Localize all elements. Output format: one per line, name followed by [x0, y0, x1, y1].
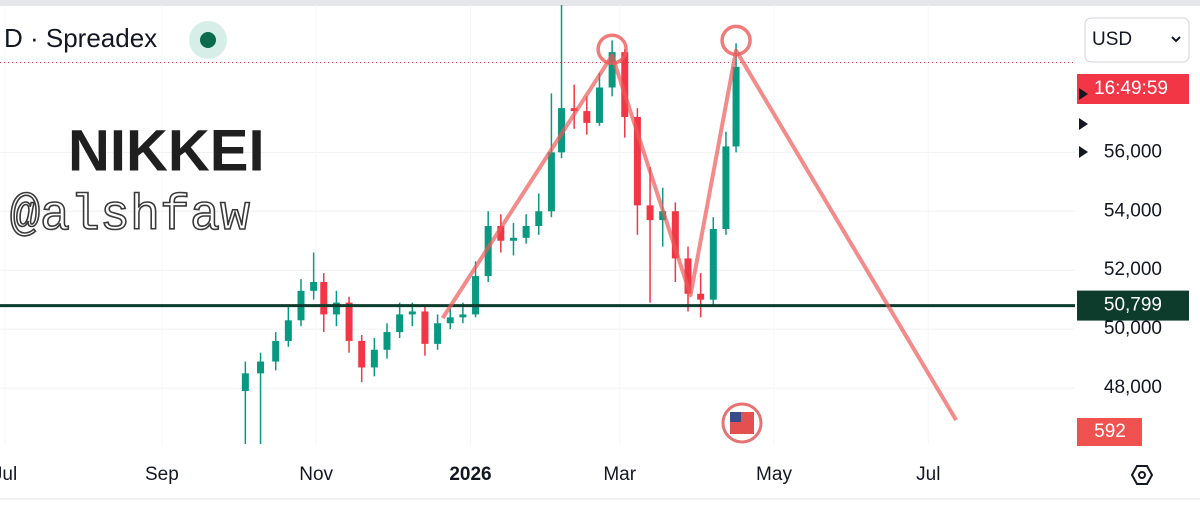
- currency-select[interactable]: [1084, 17, 1190, 63]
- candle-body: [535, 211, 543, 227]
- candle-body: [257, 361, 265, 374]
- candle-body: [446, 317, 454, 324]
- candle-body: [671, 211, 679, 259]
- highlight-circle: [596, 33, 628, 65]
- y-tick-label: 52,000: [1104, 259, 1162, 280]
- candle-body: [383, 332, 391, 350]
- x-tick-label: May: [756, 464, 792, 485]
- candle-body: [370, 349, 378, 368]
- candle-body: [509, 237, 517, 241]
- x-tick-label: Nov: [299, 464, 333, 485]
- highlight-circle: [720, 24, 752, 57]
- y-tick-label: 56,000: [1104, 141, 1162, 162]
- x-tick-label: Mar: [603, 464, 636, 485]
- volume-badge: [1077, 418, 1142, 446]
- price-badge-label: 50,799: [1104, 295, 1162, 316]
- x-tick-label: Sep: [145, 464, 179, 485]
- candle-body: [697, 293, 705, 300]
- candle-body: [709, 228, 717, 300]
- candle-body: [522, 226, 530, 238]
- arrow-icon: [1079, 118, 1088, 130]
- candle-body: [241, 373, 249, 392]
- arrow-icon: [1079, 146, 1088, 158]
- candle-body: [646, 205, 654, 221]
- arrow-icon: [1079, 88, 1088, 100]
- countdown-badge: [1077, 74, 1189, 104]
- candle-body: [345, 302, 353, 341]
- countdown: 16:49:59: [1094, 78, 1168, 99]
- dropdown-caret: [1171, 36, 1181, 43]
- y-tick-label: 50,000: [1104, 318, 1162, 339]
- x-tick-label: Jul: [0, 464, 17, 485]
- candle-body: [570, 108, 578, 112]
- candle-body: [408, 311, 416, 315]
- price-badge: [1077, 290, 1189, 321]
- candle-body: [684, 258, 692, 294]
- candle-body: [434, 323, 442, 344]
- candle-body: [583, 111, 591, 123]
- candle-body: [722, 146, 730, 229]
- watermark-title: NIKKEI: [68, 118, 265, 183]
- top-strip: [0, 0, 1200, 6]
- candle-body: [332, 302, 340, 315]
- candle-body: [732, 66, 740, 147]
- symbol-title: D · Spreadex: [4, 23, 157, 53]
- watermark-handle: @alshfaw: [10, 188, 250, 245]
- candle-body: [547, 152, 555, 212]
- candle-body: [320, 281, 328, 315]
- candle-body: [272, 340, 280, 362]
- candle-body: [608, 52, 616, 88]
- candle-body: [310, 281, 318, 291]
- candle-body: [633, 116, 641, 206]
- volume-label: 592: [1094, 421, 1126, 442]
- currency-label: USD: [1092, 29, 1132, 50]
- plot: [0, 5, 1075, 445]
- status-dot: [200, 32, 216, 48]
- settings-icon-center: [1138, 471, 1146, 479]
- settings-icon[interactable]: [1130, 465, 1154, 485]
- candle-body: [459, 314, 467, 318]
- candle-body: [421, 311, 429, 344]
- candle-body: [497, 226, 505, 241]
- flag-canton: [730, 412, 741, 422]
- candle-body: [472, 276, 480, 315]
- candle-body: [396, 314, 404, 333]
- x-tick-label: 2026: [449, 464, 491, 485]
- y-tick-label: 54,000: [1104, 200, 1162, 221]
- trend-drawing: [440, 48, 958, 422]
- x-tick-label: Jul: [916, 464, 940, 485]
- y-tick-label: 48,000: [1104, 377, 1162, 398]
- candle-body: [595, 87, 603, 123]
- candle-body: [358, 340, 366, 368]
- candle-body: [621, 52, 629, 117]
- candle-body: [284, 320, 292, 341]
